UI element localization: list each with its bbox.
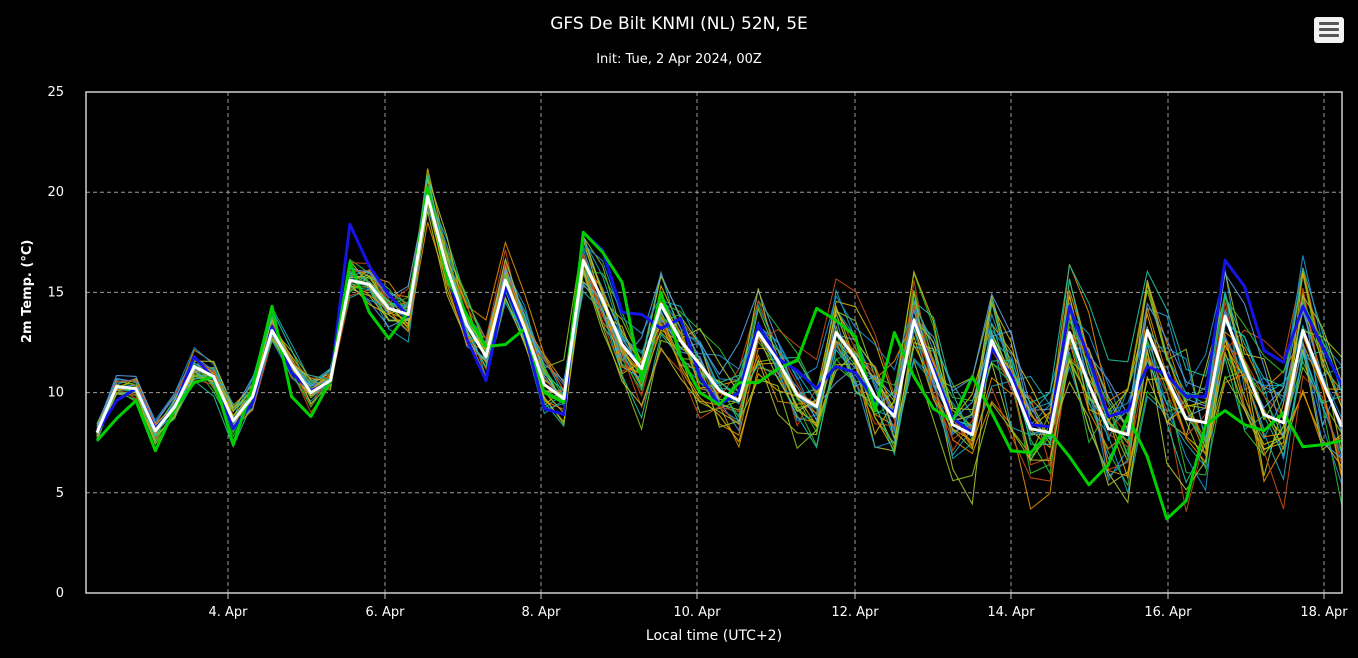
series-line-1 [95, 186, 1343, 521]
x-tick-label: 16. Apr [1144, 605, 1192, 620]
chart-subtitle: Init: Tue, 2 Apr 2024, 00Z [596, 52, 762, 67]
ensemble-member-line [96, 210, 1343, 504]
y-tick-label: 5 [56, 486, 64, 501]
ensemble-member-line [96, 192, 1343, 484]
y-tick-label: 0 [56, 586, 64, 601]
y-tick-label: 20 [47, 185, 64, 200]
ensemble-member-line [96, 190, 1343, 495]
x-tick-label: 4. Apr [208, 605, 248, 620]
x-tick-label: 18. Apr [1300, 605, 1348, 620]
y-axis-label: 2m Temp. (°C) [20, 239, 35, 343]
x-tick-label: 8. Apr [521, 605, 561, 620]
chart-title: GFS De Bilt KNMI (NL) 52N, 5E [550, 14, 808, 34]
series-line-0 [95, 194, 1344, 437]
ensemble-member-line [96, 179, 1343, 462]
ensemble-member-line [96, 178, 1343, 480]
x-tick-label: 6. Apr [365, 605, 405, 620]
ensemble-member-line [96, 193, 1343, 461]
x-tick-label: 10. Apr [673, 605, 721, 620]
y-tick-label: 25 [47, 85, 64, 100]
chart-menu-button[interactable] [1314, 17, 1344, 43]
plot-frame [85, 91, 1343, 594]
x-tick-label: 12. Apr [831, 605, 879, 620]
x-axis-label: Local time (UTC+2) [645, 628, 783, 644]
hamburger-icon-bar [1319, 34, 1339, 37]
y-tick-label: 10 [47, 386, 64, 401]
y-tick-label: 15 [47, 285, 64, 300]
ensemble-member-line [96, 190, 1343, 459]
ensemble-member-line [96, 199, 1343, 478]
hamburger-icon [1319, 22, 1339, 25]
x-tick-label: 14. Apr [987, 605, 1035, 620]
ensemble-member-line [96, 199, 1343, 476]
hamburger-icon-bar [1319, 28, 1339, 31]
